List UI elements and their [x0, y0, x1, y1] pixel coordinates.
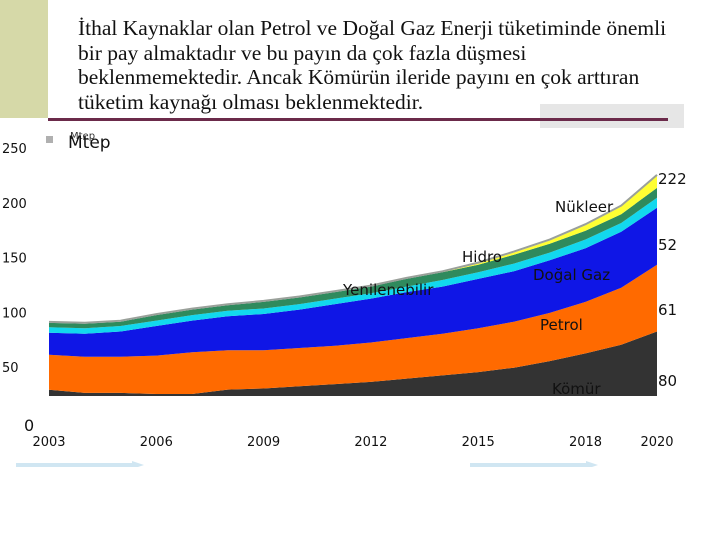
x-tick-label: 2006 [140, 435, 173, 450]
end-value-petrol: 61 [658, 301, 677, 319]
x-tick-label: 2009 [247, 435, 280, 450]
unit-label-small: Mtep [70, 131, 96, 142]
y-tick-labels: 0 50 100 150 200 250 [2, 142, 34, 435]
x-tick-label: 2003 [32, 435, 65, 450]
label-petrol: Petrol [540, 316, 583, 334]
x-tick-label: 2018 [569, 435, 602, 450]
left-accent-bar [0, 0, 48, 118]
title-rule-box [540, 104, 684, 128]
unit-label: Mtep [68, 133, 111, 153]
slide-title: İthal Kaynaklar olan Petrol ve Doğal Gaz… [78, 16, 667, 114]
area-series-group [48, 174, 658, 396]
y-tick-label: 150 [2, 252, 27, 267]
x-tick-label: 2015 [462, 435, 495, 450]
end-value-total: 222 [658, 170, 687, 188]
y-tick-label: 100 [2, 306, 27, 321]
title-rule [48, 118, 668, 121]
total-outline [48, 174, 658, 324]
x-tick-label: 2012 [354, 435, 387, 450]
end-value-dogalgaz: 52 [658, 236, 677, 254]
label-komur: Kömür [552, 380, 601, 398]
area-petrol [49, 264, 657, 394]
x-tick-label: 2020 [640, 435, 673, 450]
area-dogal-gaz [49, 207, 657, 357]
label-nukleer: Nükleer [555, 198, 614, 216]
area-komur [49, 331, 657, 396]
y-tick-label: 250 [2, 142, 27, 157]
end-value-komur: 80 [658, 372, 677, 390]
bullet-square-icon [46, 136, 53, 143]
timeline-arrow-left-icon [16, 461, 144, 467]
y-tick-label: 50 [2, 361, 19, 376]
label-hidro: Hidro [462, 248, 502, 266]
label-yenilenebilir: Yenilenebilir [342, 281, 434, 299]
timeline-arrow-right-icon [470, 461, 598, 467]
y-tick-label: 200 [2, 197, 27, 212]
x-tick-labels: 2003 2006 2009 2012 2015 2018 2020 [32, 435, 673, 450]
y-tick-label: 0 [24, 416, 34, 435]
label-dogalgaz: Doğal Gaz [533, 266, 610, 284]
